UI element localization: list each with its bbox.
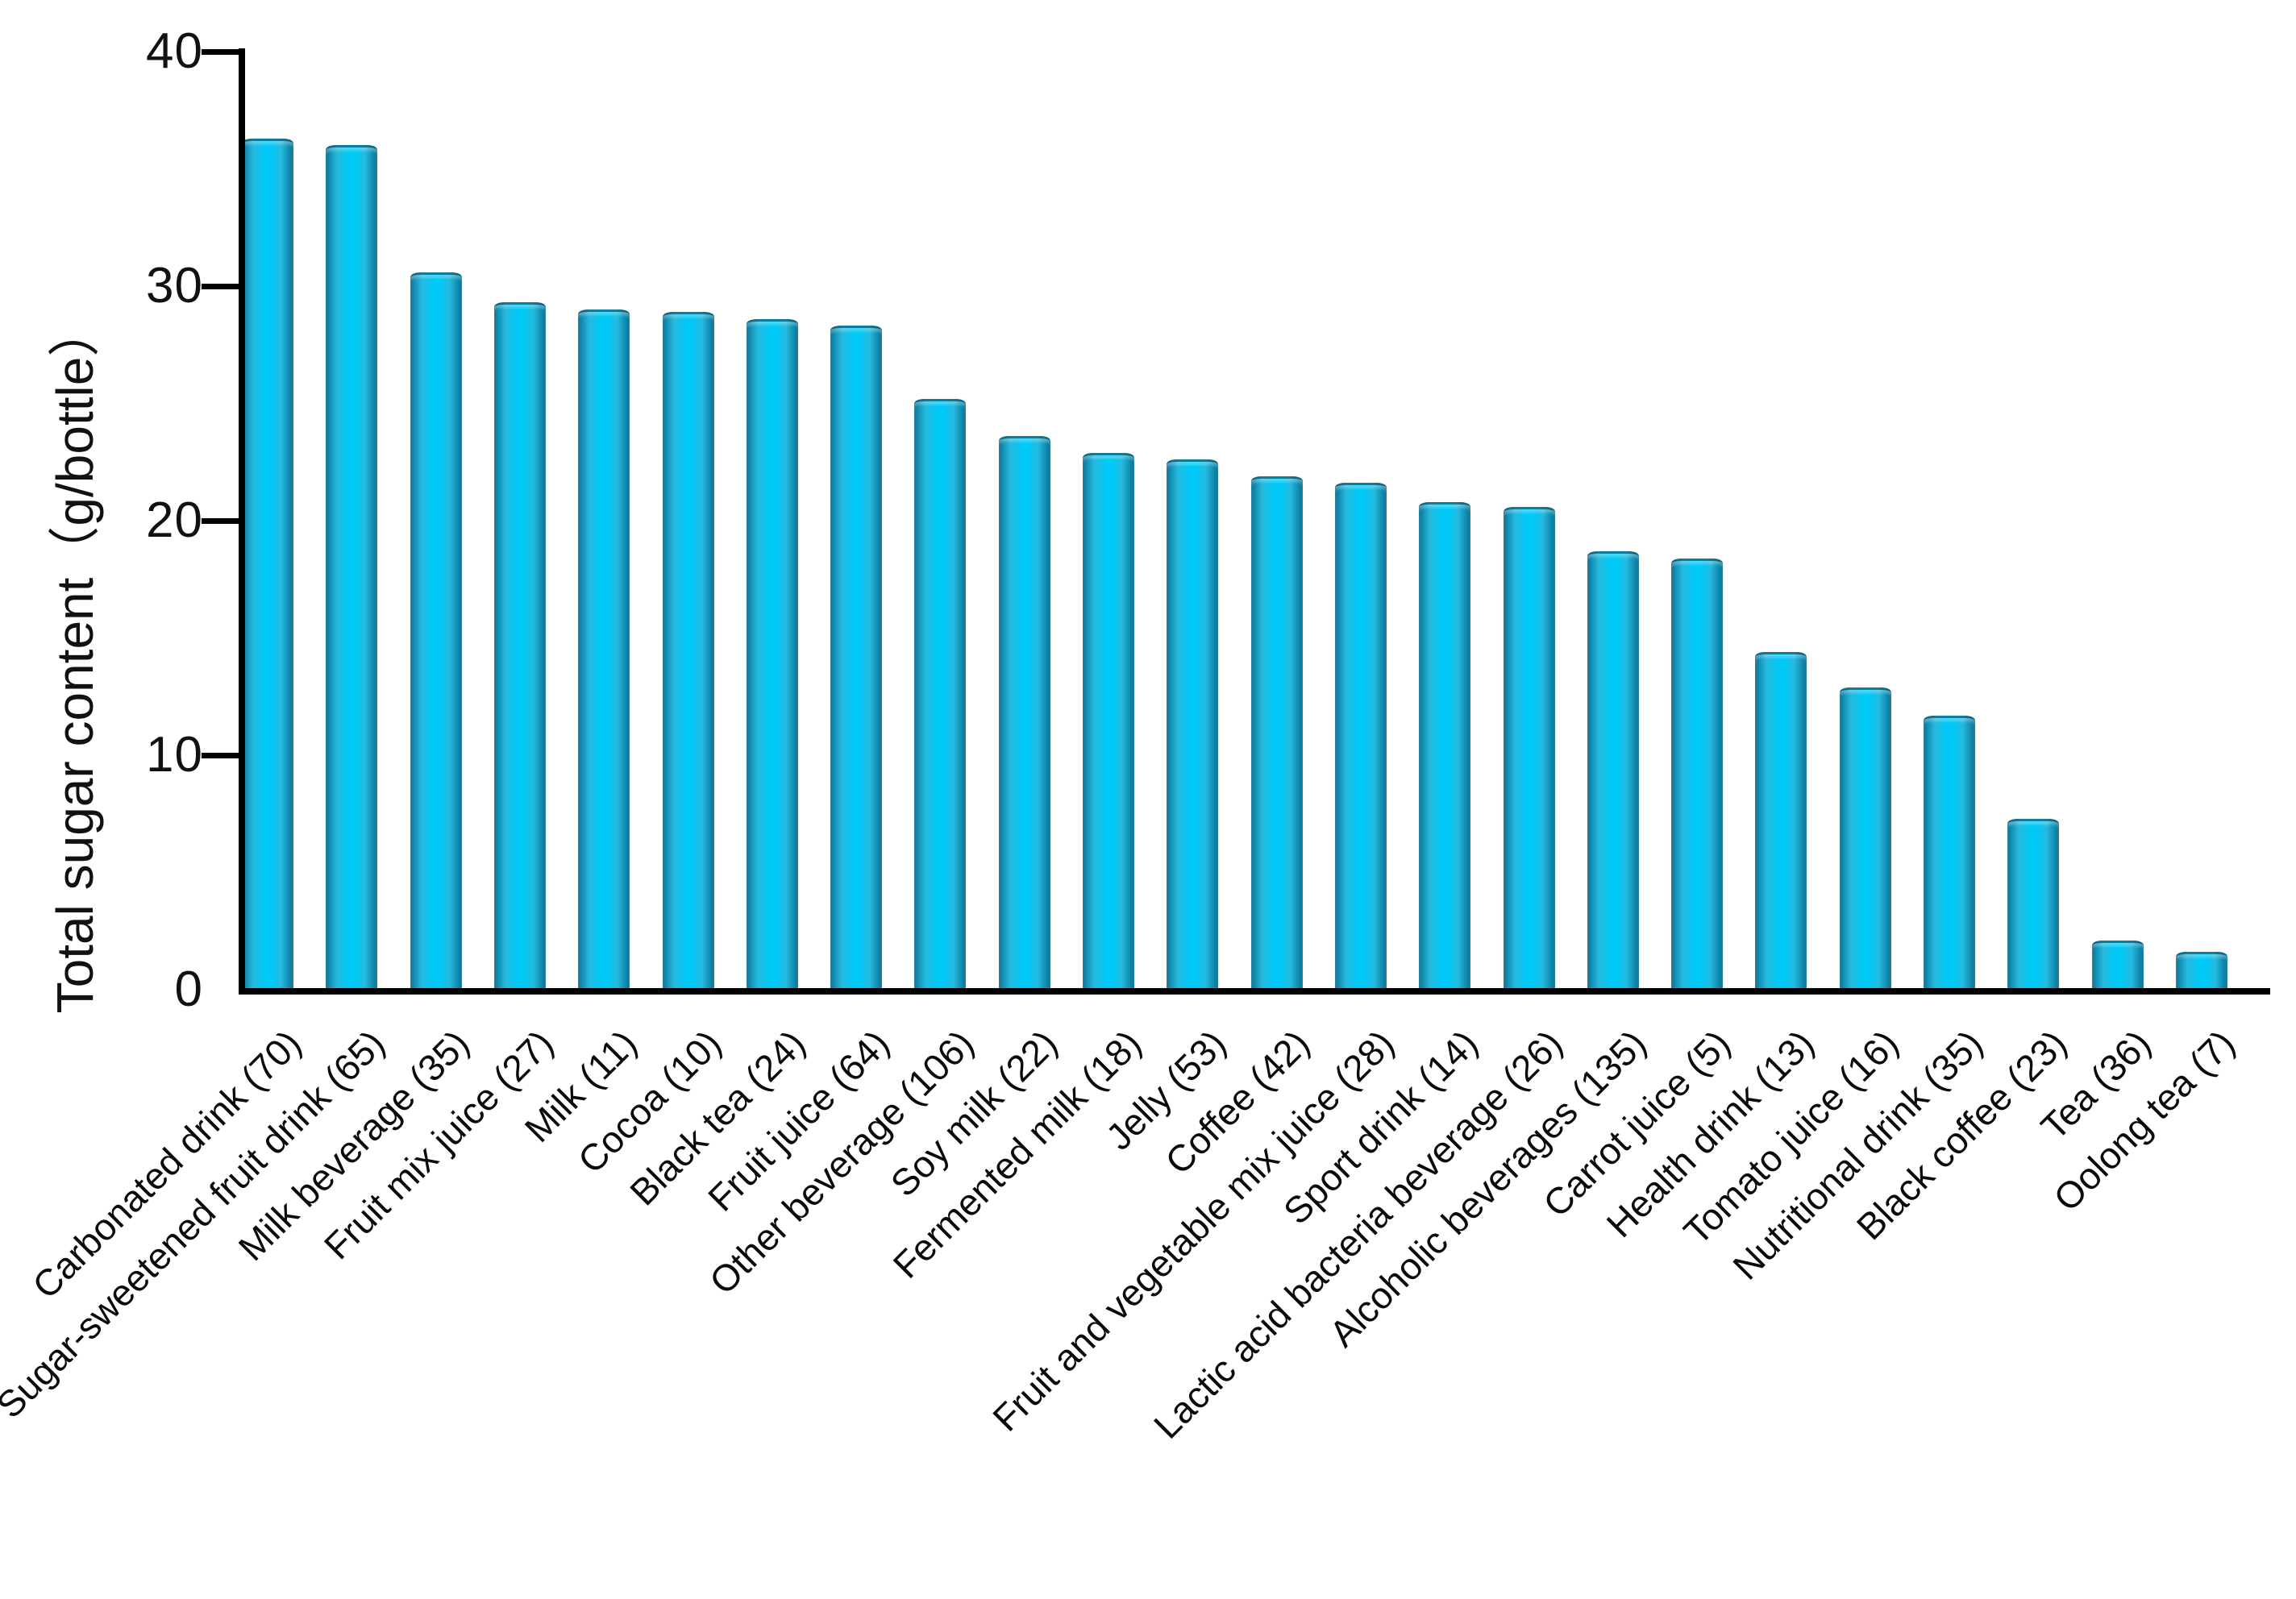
y-tick-mark-40: [202, 49, 239, 55]
y-tick-mark-20: [202, 518, 239, 524]
bar-18: [1671, 558, 1724, 992]
bar-10: [998, 436, 1050, 992]
bar-21: [1924, 715, 1975, 992]
bar-1: [242, 138, 293, 992]
bar-23: [2091, 940, 2144, 992]
bar-7: [746, 318, 798, 992]
y-tick-label-40: 40: [146, 23, 203, 79]
bar-20: [1839, 687, 1891, 992]
bar-19: [1755, 651, 1807, 992]
bar-4: [493, 302, 546, 992]
y-tick-mark-10: [202, 753, 239, 758]
y-axis-line: [239, 48, 245, 995]
y-tick-label-20: 20: [146, 492, 203, 548]
bar-17: [1587, 550, 1639, 992]
bar-11: [1083, 452, 1134, 992]
bar-9: [914, 398, 967, 992]
bar-8: [830, 326, 883, 992]
bar-5: [578, 309, 630, 992]
bar-22: [2007, 818, 2060, 992]
bar-3: [410, 272, 462, 992]
y-tick-label-0: 0: [174, 961, 203, 1017]
bar-14: [1334, 483, 1387, 992]
y-tick-label-10: 10: [146, 727, 203, 783]
bar-6: [662, 312, 714, 992]
bar-12: [1167, 459, 1219, 992]
y-tick-label-30: 30: [146, 258, 203, 314]
bar-13: [1250, 476, 1303, 992]
y-axis-title: Total sugar content（g/bottle）: [46, 305, 104, 1014]
bar-15: [1419, 501, 1471, 992]
bar-24: [2175, 952, 2227, 992]
bar-16: [1503, 506, 1555, 992]
y-tick-mark-30: [202, 284, 239, 289]
bar-2: [326, 145, 378, 992]
x-axis-line: [239, 988, 2270, 995]
